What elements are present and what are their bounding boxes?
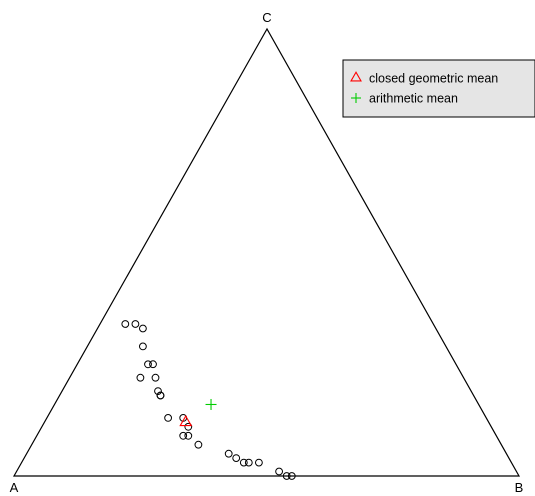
data-point-23 bbox=[275, 467, 284, 476]
legend-box bbox=[342, 59, 535, 118]
data-point-20 bbox=[239, 458, 248, 467]
data-point-6 bbox=[149, 360, 157, 369]
data-point-12 bbox=[164, 414, 173, 422]
data-point-19 bbox=[232, 454, 241, 463]
data-point-24 bbox=[282, 472, 291, 480]
data-point-1 bbox=[121, 320, 130, 328]
data-point-15 bbox=[179, 431, 188, 440]
data-point-22 bbox=[255, 458, 263, 467]
data-point-17 bbox=[194, 440, 203, 449]
data-point-25 bbox=[287, 472, 296, 480]
data-point-14 bbox=[184, 422, 193, 431]
legend-symbol-2 bbox=[351, 93, 361, 103]
data-point-9 bbox=[154, 387, 162, 396]
legend-symbol-1 bbox=[350, 71, 362, 82]
closed-geometric-mean-marker bbox=[179, 414, 193, 427]
data-point-5 bbox=[144, 360, 152, 369]
legend-label-1: closed geometric mean bbox=[369, 72, 498, 86]
data-points bbox=[121, 320, 296, 480]
data-point-11 bbox=[156, 391, 165, 400]
data-point-4 bbox=[139, 342, 147, 351]
data-point-21 bbox=[244, 458, 253, 467]
data-point-8 bbox=[151, 373, 160, 382]
legend-label-2: arithmetic mean bbox=[369, 92, 458, 106]
data-point-16 bbox=[184, 431, 193, 440]
vertex-label-a: A bbox=[10, 480, 19, 495]
vertex-label-b: B bbox=[515, 480, 524, 495]
legend: closed geometric mean arithmetic mean bbox=[342, 59, 535, 118]
mean-markers bbox=[179, 398, 217, 427]
data-point-2 bbox=[131, 320, 140, 328]
data-point-7 bbox=[136, 373, 145, 382]
data-point-3 bbox=[139, 324, 147, 333]
data-point-18 bbox=[224, 449, 233, 458]
arithmetic-mean-marker bbox=[205, 398, 217, 410]
ternary-triangle-frame bbox=[12, 27, 521, 477]
vertex-label-c: C bbox=[262, 10, 271, 25]
